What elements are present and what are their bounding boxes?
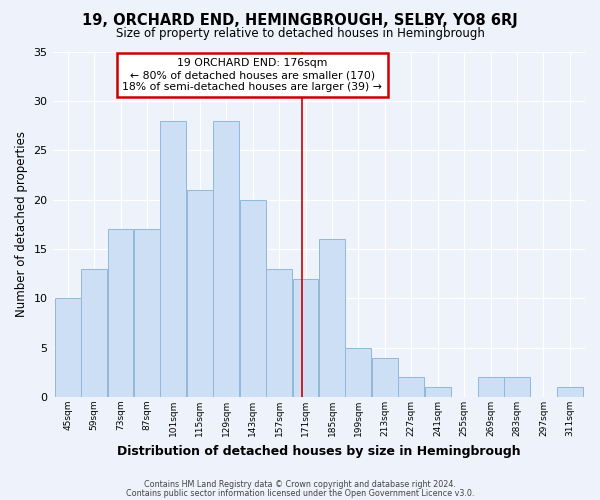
X-axis label: Distribution of detached houses by size in Hemingbrough: Distribution of detached houses by size … bbox=[117, 444, 521, 458]
Bar bbox=[107, 229, 133, 397]
Bar bbox=[557, 387, 583, 397]
Text: 19 ORCHARD END: 176sqm
← 80% of detached houses are smaller (170)
18% of semi-de: 19 ORCHARD END: 176sqm ← 80% of detached… bbox=[122, 58, 382, 92]
Bar bbox=[504, 378, 530, 397]
Bar bbox=[81, 268, 107, 397]
Bar bbox=[240, 200, 266, 397]
Bar bbox=[160, 120, 187, 397]
Text: 19, ORCHARD END, HEMINGBROUGH, SELBY, YO8 6RJ: 19, ORCHARD END, HEMINGBROUGH, SELBY, YO… bbox=[82, 12, 518, 28]
Text: Contains public sector information licensed under the Open Government Licence v3: Contains public sector information licen… bbox=[126, 490, 474, 498]
Bar bbox=[55, 298, 80, 397]
Bar bbox=[346, 348, 371, 397]
Text: Size of property relative to detached houses in Hemingbrough: Size of property relative to detached ho… bbox=[116, 28, 484, 40]
Bar bbox=[266, 268, 292, 397]
Bar bbox=[478, 378, 503, 397]
Bar bbox=[425, 387, 451, 397]
Bar bbox=[134, 229, 160, 397]
Bar bbox=[398, 378, 424, 397]
Text: Contains HM Land Registry data © Crown copyright and database right 2024.: Contains HM Land Registry data © Crown c… bbox=[144, 480, 456, 489]
Bar bbox=[187, 190, 213, 397]
Bar bbox=[372, 358, 398, 397]
Y-axis label: Number of detached properties: Number of detached properties bbox=[15, 132, 28, 318]
Bar bbox=[214, 120, 239, 397]
Bar bbox=[319, 239, 345, 397]
Bar bbox=[293, 278, 319, 397]
